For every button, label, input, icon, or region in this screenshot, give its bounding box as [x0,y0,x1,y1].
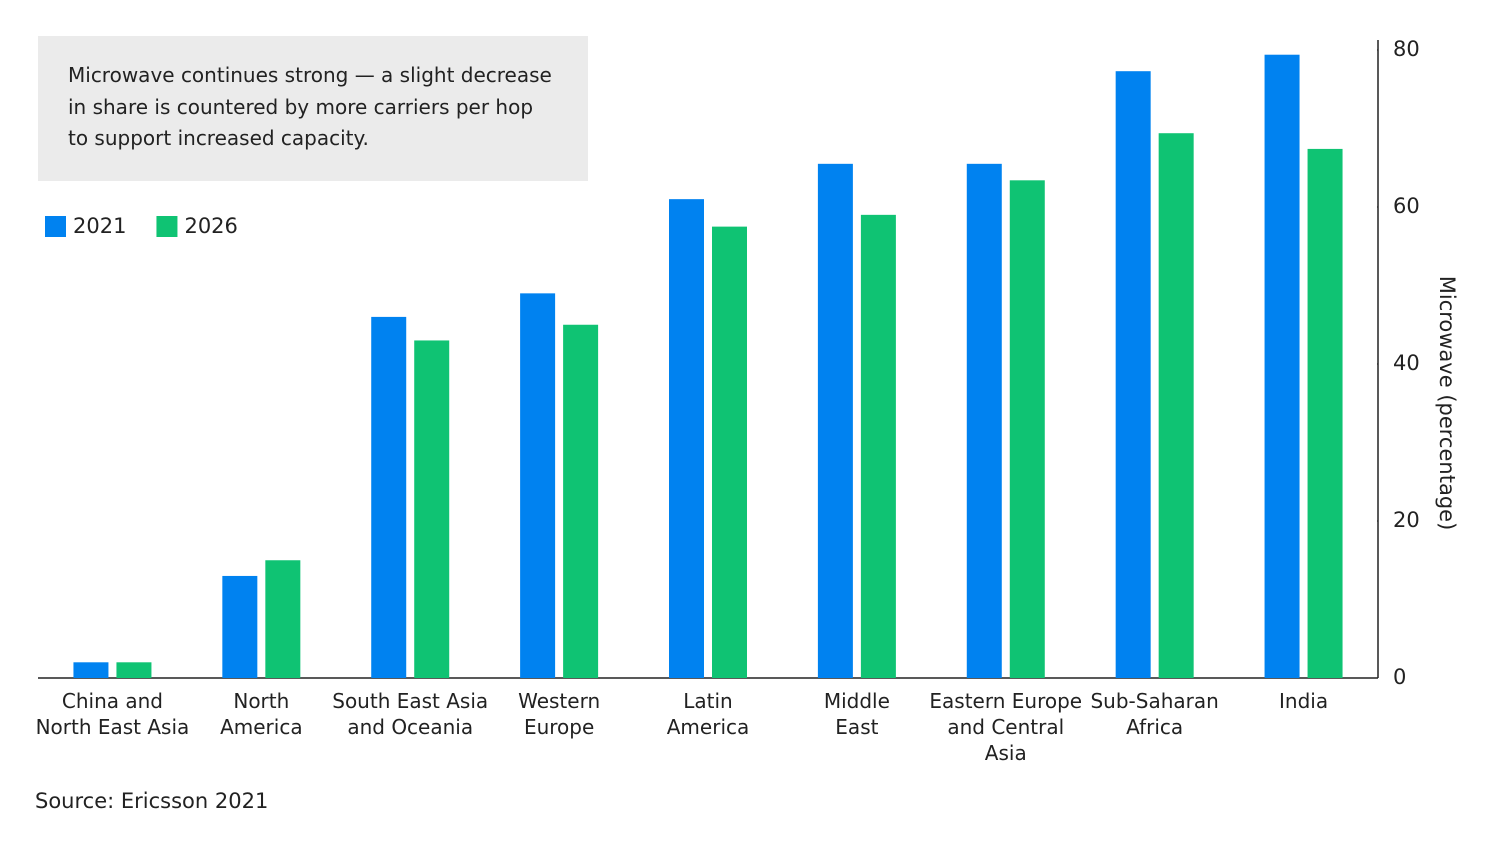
bar [1009,180,1045,678]
bar [116,662,152,678]
bar [1307,148,1343,678]
x-tick-label: South East Asia and Oceania [332,689,489,739]
legend-swatch [45,216,66,237]
bar [222,575,258,678]
bar [669,199,704,678]
bar [414,340,450,678]
bar [1264,54,1300,678]
source: Source: Ericsson 2021 [35,789,268,813]
x-tick-label: Latin America [666,689,750,739]
x-tick-label: Eastern Europe and Central Asia [929,689,1083,765]
bar [371,316,407,678]
legend-label: 2021 [73,214,126,238]
x-tick-label: China and North East Asia [35,689,190,739]
x-tick-label: Middle East [823,689,890,739]
bar [712,226,747,678]
bar [1115,71,1151,678]
bar [966,163,1002,678]
bar [817,163,853,678]
x-tick-label: North America [220,689,303,739]
x-tick-label: India [1279,689,1329,713]
y-axis-label: Microwave (percentage) [1435,276,1459,531]
legend-swatch [156,216,178,237]
bar [1158,133,1194,678]
y-tick-label: 0 [1393,665,1406,689]
y-tick-label: 80 [1393,37,1420,61]
legend-label: 2026 [184,214,237,238]
x-tick-label: Sub-Saharan Africa [1090,689,1219,739]
bar [860,214,896,678]
y-tick-label: 40 [1393,351,1420,375]
annotation: Microwave continues strong — a slight de… [38,36,588,181]
bar [73,662,109,678]
bar [265,560,301,678]
y-tick-label: 60 [1393,194,1420,218]
bar [520,293,556,678]
bar [563,324,599,678]
y-tick-label: 20 [1393,508,1420,532]
x-tick-label: Western Europe [518,689,601,739]
